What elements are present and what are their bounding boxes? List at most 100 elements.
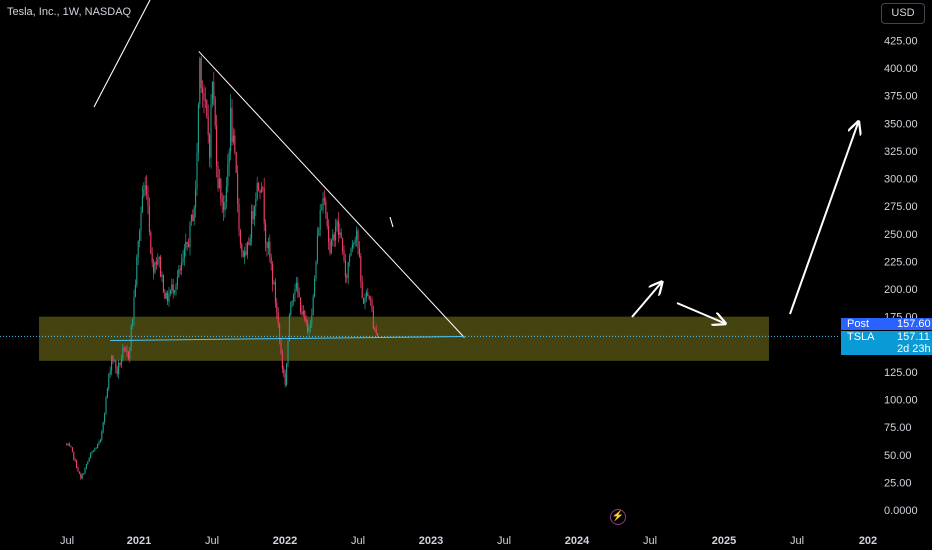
candle-body [90, 453, 92, 458]
candle-body [287, 341, 289, 364]
candle [372, 305, 374, 330]
candle-body [179, 269, 181, 271]
candle-body [363, 298, 365, 304]
y-tick-label: 300.00 [884, 174, 918, 186]
candle [203, 84, 205, 114]
candle-body [230, 107, 232, 152]
candle-body [339, 232, 341, 235]
candle [253, 205, 255, 227]
candle [168, 286, 170, 307]
candle-body [371, 300, 373, 311]
drawn-line[interactable] [93, 0, 151, 108]
candle [88, 457, 90, 463]
candle-body [83, 473, 85, 475]
candle-body [244, 251, 246, 257]
candle-body [172, 284, 174, 293]
x-tick-label: 2021 [127, 535, 151, 547]
candle-body [281, 353, 283, 369]
candle [260, 182, 262, 194]
candle [325, 196, 327, 219]
candle-body [316, 235, 318, 262]
candle [144, 176, 146, 197]
candle-body [293, 294, 295, 302]
candle [127, 350, 129, 361]
candle-body [272, 263, 274, 284]
candle-body [84, 468, 86, 474]
candle [225, 176, 227, 210]
candle [174, 289, 176, 296]
candle [196, 142, 198, 196]
candle [80, 472, 82, 480]
currency-button[interactable]: USD [881, 3, 925, 24]
candle-body [377, 333, 379, 338]
flash-icon[interactable]: ⚡ [610, 509, 626, 525]
arrow-right[interactable] [676, 302, 724, 323]
candle-body [358, 247, 360, 257]
candle-body [259, 190, 261, 193]
candle-body [308, 327, 310, 332]
candle [221, 192, 223, 214]
candle-body [104, 413, 106, 423]
candle [234, 129, 236, 155]
drawn-tick-mark[interactable] [389, 216, 394, 228]
candle [246, 241, 248, 259]
candle [210, 94, 212, 169]
candle [81, 473, 83, 480]
candle [101, 429, 103, 442]
support-zone [39, 316, 769, 361]
candle [165, 290, 167, 300]
y-tick-label: 375.00 [884, 91, 918, 103]
candle [363, 297, 365, 305]
arrow-up-long[interactable] [789, 123, 858, 315]
candle-body [279, 323, 281, 340]
candle [105, 395, 107, 415]
candle-body [155, 262, 157, 265]
candle [294, 283, 296, 303]
candle-body [98, 441, 100, 445]
candle [133, 289, 135, 327]
candle [155, 257, 157, 270]
candle [242, 249, 244, 258]
candle-body [328, 226, 330, 242]
bar-countdown-tag: 2d 23h [841, 343, 932, 355]
candle-body [253, 206, 255, 220]
candle [171, 278, 173, 295]
candle [134, 279, 136, 298]
candle [109, 366, 111, 378]
candle-body [322, 198, 324, 210]
candle-body [367, 292, 369, 296]
candle-body [351, 244, 353, 249]
candle-body [239, 230, 241, 244]
y-tick-label: 425.00 [884, 35, 918, 47]
y-tick-label: 200.00 [884, 284, 918, 296]
candle-body [127, 352, 129, 359]
arrow-up-short[interactable] [631, 283, 661, 318]
candle [76, 459, 78, 469]
candle [274, 278, 276, 308]
candle-body [95, 448, 97, 449]
candle-body [241, 243, 243, 252]
candle-body [276, 302, 278, 313]
candle-body [73, 451, 75, 460]
candle-body [204, 100, 206, 101]
candle-body [269, 241, 271, 257]
candle-body [147, 194, 149, 207]
candle-body [91, 451, 93, 454]
candle [102, 421, 104, 434]
candle-body [87, 461, 89, 465]
candle-body [266, 243, 268, 248]
candle-body [164, 292, 166, 299]
candle-body [340, 232, 342, 239]
candle-body [304, 310, 306, 321]
candle-body [154, 262, 156, 273]
candle-body [372, 310, 374, 329]
candle [181, 253, 183, 276]
candle [125, 346, 127, 352]
candle-body [106, 388, 108, 398]
candle [122, 343, 124, 362]
x-tick-label: Jul [497, 535, 511, 547]
candle [148, 197, 150, 236]
candle-body [325, 200, 327, 214]
candle-body [286, 363, 288, 386]
